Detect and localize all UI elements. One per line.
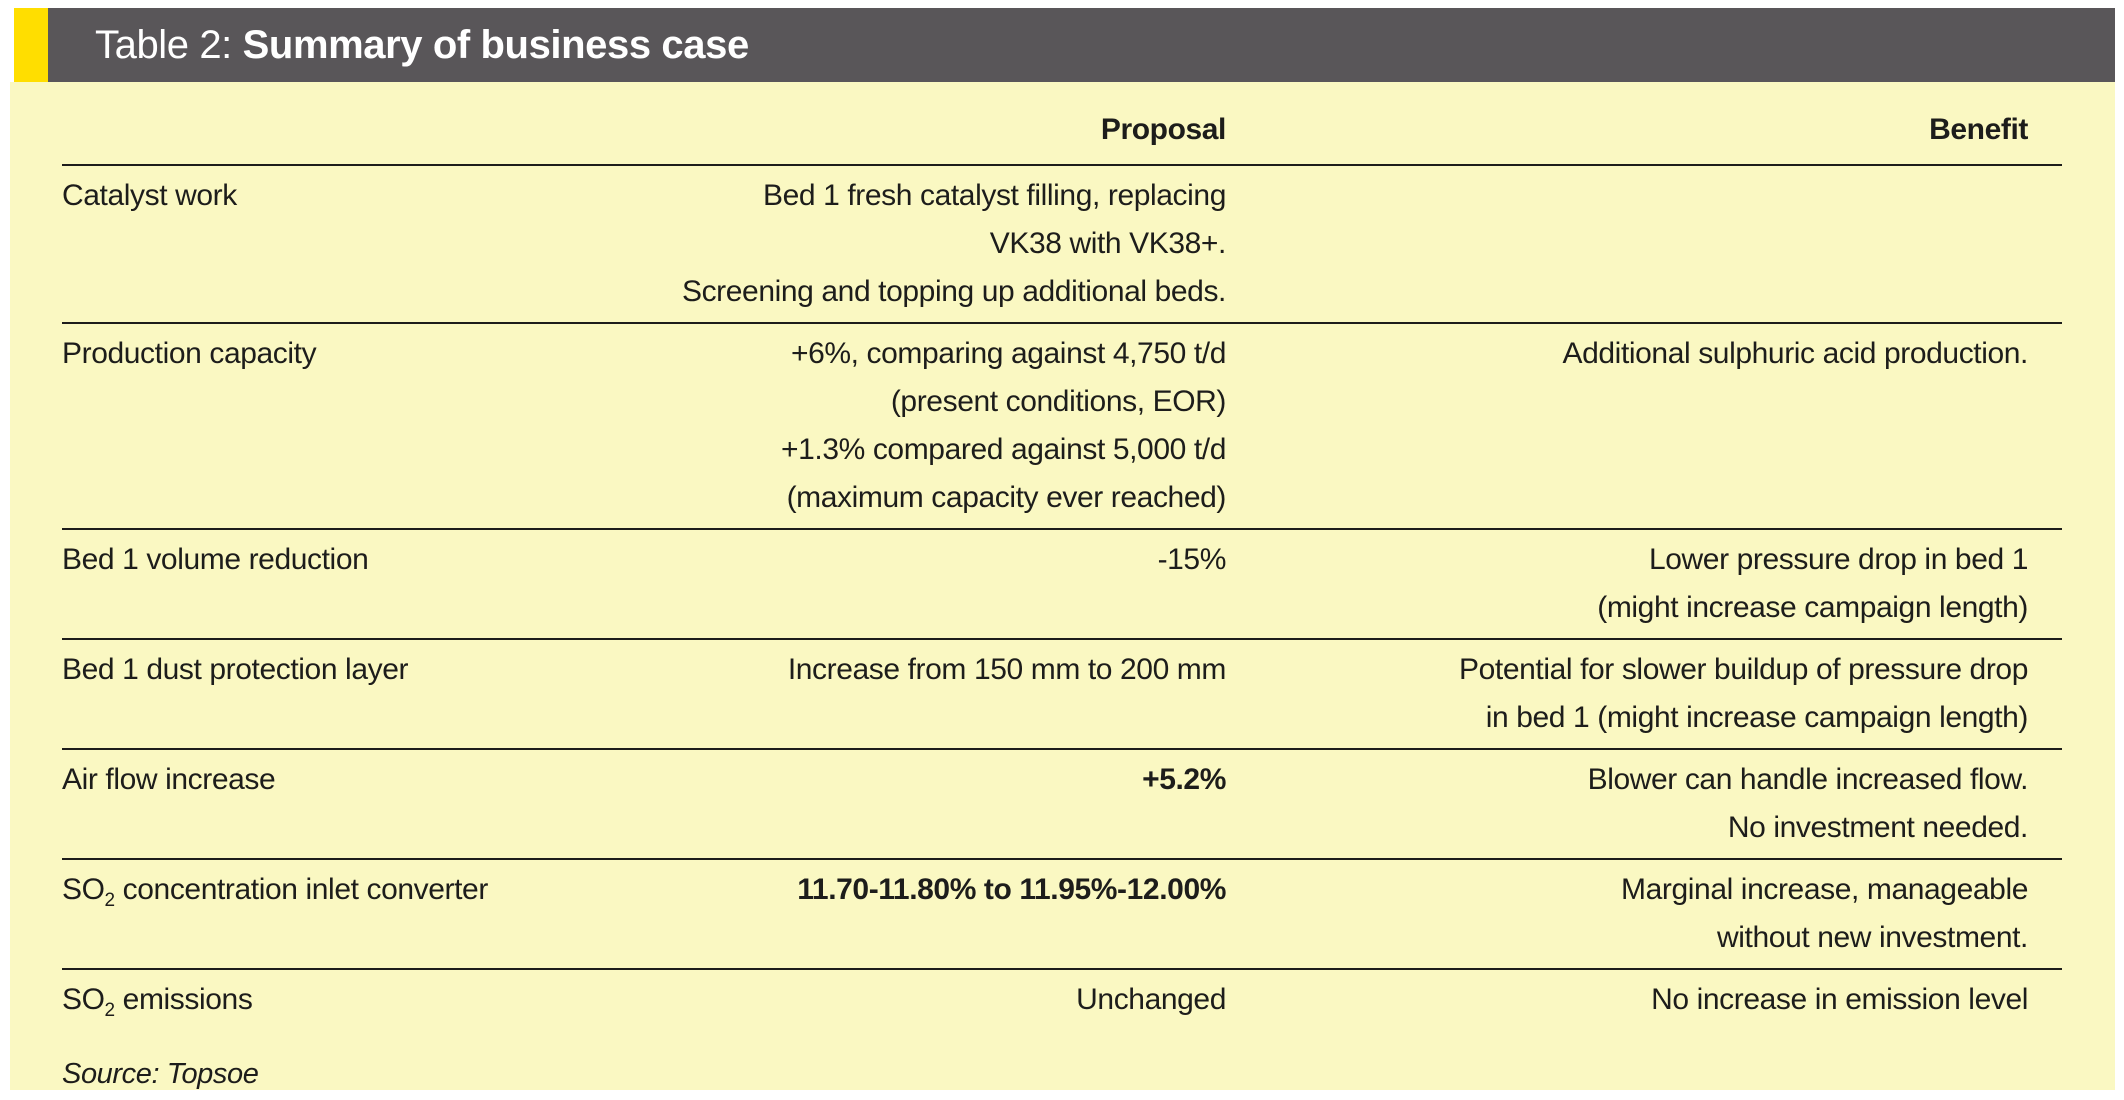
table-row: Bed 1 dust protection layer Increase from… [62,640,2062,750]
row-label: Catalyst work [62,172,562,316]
row-label: Production capacity [62,330,562,522]
benefit-cell: No increase in emission level [1226,976,2062,1024]
table-row: Bed 1 volume reduction -15% Lower pressure… [62,530,2062,640]
proposal-line: Bed 1 fresh catalyst filling, replacing [763,179,1226,212]
table-title-bar: Table 2: Summary of business case [48,8,2115,82]
proposal-line: Screening and topping up additional beds… [681,275,1226,308]
subscript: 2 [104,890,116,911]
row-label-text: SO [62,983,105,1016]
table-row: SO2 concentration inlet converter 11.70-1… [62,860,2062,970]
column-header-proposal: Proposal [1100,113,1227,146]
table-number-label: Table 2: [95,22,243,67]
benefit-line: without new investment. [1717,921,2028,954]
benefit-line: Potential for slower buildup of pressure… [1459,653,2028,686]
benefit-cell: Additional sulphuric acid production. [1226,330,2062,522]
table-title: Table 2: Summary of business case [95,23,749,68]
row-label-text: Catalyst work [62,179,237,212]
benefit-line: in bed 1 (might increase campaign length… [1485,701,2029,734]
proposal-cell: +6%, comparing against 4,750 t/d (present… [562,330,1226,522]
proposal-cell: Bed 1 fresh catalyst filling, replacing V… [562,172,1226,316]
proposal-line: (present conditions, EOR) [890,385,1227,418]
benefit-cell: Lower pressure drop in bed 1 (might incre… [1226,536,2062,632]
proposal-line: +6%, comparing against 4,750 t/d [791,337,1226,370]
header-spacer [62,106,562,154]
subscript: 2 [104,1000,116,1021]
row-label: SO2 concentration inlet converter [62,866,562,962]
proposal-line: (maximum capacity ever reached) [786,481,1227,514]
table-row: Catalyst work Bed 1 fresh catalyst fillin… [62,166,2062,324]
source-note: Source: Topsoe [62,1058,259,1090]
proposal-line: -15% [1157,543,1227,576]
benefit-line: (might increase campaign length) [1597,591,2028,624]
proposal-line: VK38 with VK38+. [989,227,1227,260]
table-header-row: Proposal Benefit [62,82,2062,166]
benefit-line: No increase in emission level [1651,983,2028,1016]
row-label: Bed 1 dust protection layer [62,646,562,742]
proposal-cell: -15% [562,536,1227,632]
proposal-line: 11.70-11.80% to 11.95%-12.00% [797,873,1226,906]
benefit-cell: Potential for slower buildup of pressure… [1226,646,2062,742]
row-label-text: Production capacity [62,337,317,370]
benefit-cell: Blower can handle increased flow. No inve… [1226,756,2062,852]
proposal-cell: +5.2% [562,756,1226,852]
proposal-cell: 11.70-11.80% to 11.95%-12.00% [562,866,1226,962]
benefit-line: Additional sulphuric acid production. [1562,337,2029,370]
proposal-line: Increase from 150 mm to 200 mm [787,653,1227,686]
row-label-text: Air flow increase [62,763,276,796]
row-label: Air flow increase [62,756,562,852]
row-label-text: SO [62,873,105,906]
benefit-line: No investment needed. [1727,811,2029,844]
proposal-cell: Unchanged [562,976,1226,1024]
column-header-benefit: Benefit [1929,113,2028,146]
proposal-line: Unchanged [1076,983,1226,1016]
proposal-line: +1.3% compared against 5,000 t/d [780,433,1226,466]
benefit-cell: Marginal increase, manageable without new… [1226,866,2062,962]
row-label: SO2 emissions [62,976,562,1024]
business-case-table: Proposal Benefit Catalyst work Bed 1 fres… [62,82,2062,1092]
accent-square [14,8,48,82]
table-body: Catalyst work Bed 1 fresh catalyst fillin… [62,166,2062,1030]
benefit-cell [1226,172,2062,316]
row-label-text: Bed 1 volume reduction [62,543,369,576]
benefit-line: Marginal increase, manageable [1621,873,2028,906]
table-title-text: Summary of business case [242,22,750,67]
row-label-text: concentration inlet converter [114,873,489,906]
table-panel: Proposal Benefit Catalyst work Bed 1 fres… [10,82,2115,1090]
table-row: SO2 emissions Unchanged No increase in emi… [62,970,2062,1030]
benefit-line: Blower can handle increased flow. [1587,763,2029,796]
table-row: Air flow increase +5.2% Blower can handle … [62,750,2062,860]
proposal-line: +5.2% [1142,763,1226,796]
benefit-line: Lower pressure drop in bed 1 [1648,543,2028,576]
table-row: Production capacity +6%, comparing agains… [62,324,2062,530]
proposal-cell: Increase from 150 mm to 200 mm [562,646,1227,742]
row-label-text: emissions [114,983,253,1016]
row-label-text: Bed 1 dust protection layer [62,653,409,686]
row-label: Bed 1 volume reduction [62,536,562,632]
